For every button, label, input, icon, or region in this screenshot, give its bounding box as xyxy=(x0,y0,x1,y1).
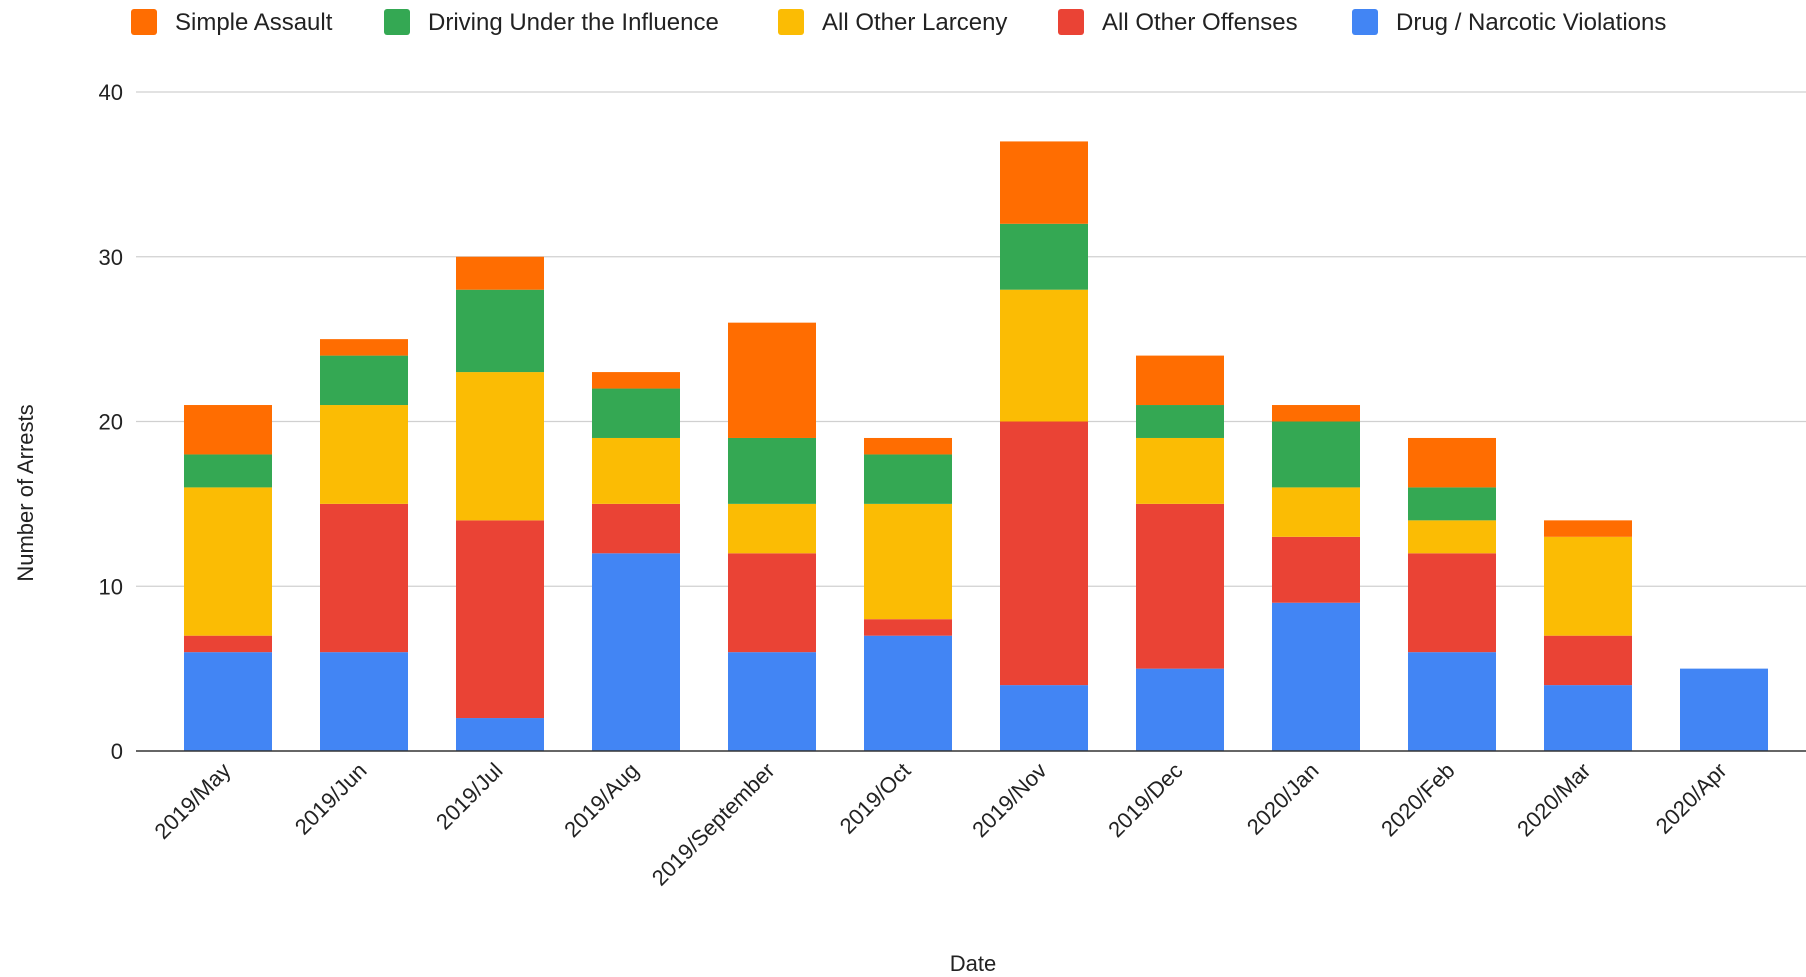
x-axis-title: Date xyxy=(950,951,996,976)
bar-all-other-larceny xyxy=(728,503,816,554)
bar-drug-narcotic-violations xyxy=(1136,668,1224,751)
bar-all-other-offenses xyxy=(1272,536,1360,603)
x-tick-label: 2019/Dec xyxy=(1103,758,1187,842)
bar-simple-assault xyxy=(1272,405,1360,422)
x-tick-label: 2019/May xyxy=(150,758,236,844)
bar-simple-assault xyxy=(592,372,680,389)
bar-simple-assault xyxy=(1000,141,1088,224)
x-tick-label: 2019/Jun xyxy=(290,758,372,840)
legend-label-simple-assault: Simple Assault xyxy=(175,9,333,36)
bar-drug-narcotic-violations xyxy=(728,652,816,751)
bar-drug-narcotic-violations xyxy=(1000,685,1088,751)
bar-all-other-offenses xyxy=(1136,503,1224,669)
bar-simple-assault xyxy=(1408,437,1496,488)
bar-simple-assault xyxy=(864,437,952,455)
bar-driving-under-the-influence xyxy=(1000,223,1088,290)
bar-simple-assault xyxy=(184,405,272,455)
bar-all-other-larceny xyxy=(1136,437,1224,504)
bar-all-other-larceny xyxy=(320,405,408,504)
legend-label-all-other-larceny: All Other Larceny xyxy=(822,9,1007,36)
y-axis-title: Number of Arrests xyxy=(13,404,38,581)
legend-swatch-all-other-offenses xyxy=(1058,9,1084,35)
x-tick-label: 2019/September xyxy=(647,758,780,891)
bar-driving-under-the-influence xyxy=(728,437,816,504)
bar-drug-narcotic-violations xyxy=(592,553,680,751)
bar-all-other-larceny xyxy=(1408,520,1496,554)
bar-all-other-larceny xyxy=(864,503,952,620)
bar-drug-narcotic-violations xyxy=(864,635,952,751)
bar-drug-narcotic-violations xyxy=(1272,602,1360,751)
x-tick-label: 2020/Feb xyxy=(1376,758,1459,841)
bar-all-other-offenses xyxy=(864,619,952,636)
bar-all-other-offenses xyxy=(1000,421,1088,686)
bar-driving-under-the-influence xyxy=(592,388,680,438)
bar-drug-narcotic-violations xyxy=(1680,668,1768,751)
y-tick-label: 40 xyxy=(99,80,123,105)
bar-simple-assault xyxy=(320,339,408,356)
y-tick-label: 30 xyxy=(99,245,123,270)
bar-simple-assault xyxy=(1136,355,1224,406)
bar-all-other-offenses xyxy=(728,553,816,653)
legend-label-all-other-offenses: All Other Offenses xyxy=(1102,9,1298,36)
bar-drug-narcotic-violations xyxy=(184,652,272,751)
y-tick-label: 10 xyxy=(99,574,123,599)
bar-driving-under-the-influence xyxy=(1272,421,1360,488)
y-tick-label: 20 xyxy=(99,410,123,435)
y-axis-ticks: 0 10 20 30 40 xyxy=(99,80,123,764)
bar-simple-assault xyxy=(728,322,816,438)
bar-drug-narcotic-violations xyxy=(456,718,544,751)
legend-swatch-drug-narcotic-violations xyxy=(1352,9,1378,35)
bar-drug-narcotic-violations xyxy=(1544,685,1632,751)
x-tick-label: 2019/Aug xyxy=(559,758,643,842)
bar-all-other-larceny xyxy=(1544,536,1632,636)
legend: Simple Assault Driving Under the Influenc… xyxy=(131,9,1666,36)
bar-driving-under-the-influence xyxy=(1408,487,1496,521)
x-tick-label: 2019/Oct xyxy=(835,758,916,839)
x-tick-label: 2020/Apr xyxy=(1651,758,1732,839)
bar-driving-under-the-influence xyxy=(456,289,544,373)
bar-all-other-offenses xyxy=(456,520,544,719)
y-tick-label: 0 xyxy=(111,739,123,764)
bar-drug-narcotic-violations xyxy=(1408,652,1496,751)
bar-simple-assault xyxy=(1544,520,1632,537)
bar-all-other-offenses xyxy=(592,503,680,554)
x-tick-label: 2020/Jan xyxy=(1242,758,1324,840)
bar-all-other-offenses xyxy=(184,635,272,653)
bar-all-other-larceny xyxy=(592,437,680,504)
bar-driving-under-the-influence xyxy=(320,355,408,406)
legend-swatch-simple-assault xyxy=(131,9,157,35)
x-tick-label: 2020/Mar xyxy=(1512,758,1595,841)
legend-swatch-all-other-larceny xyxy=(778,9,804,35)
gridlines xyxy=(136,91,1806,587)
bar-all-other-offenses xyxy=(1544,635,1632,686)
bar-simple-assault xyxy=(456,256,544,290)
bars xyxy=(184,141,1768,751)
x-axis-ticks: 2019/May 2019/Jun 2019/Jul 2019/Aug 2019/Sep… xyxy=(150,758,1732,891)
legend-swatch-driving-under-the-influence xyxy=(384,9,410,35)
bar-driving-under-the-influence xyxy=(184,454,272,488)
bar-all-other-offenses xyxy=(1408,553,1496,653)
bar-all-other-offenses xyxy=(320,503,408,653)
bar-all-other-larceny xyxy=(184,487,272,636)
legend-label-drug-narcotic-violations: Drug / Narcotic Violations xyxy=(1396,9,1666,36)
bar-driving-under-the-influence xyxy=(1136,405,1224,438)
bar-driving-under-the-influence xyxy=(864,454,952,504)
x-tick-label: 2019/Nov xyxy=(967,758,1051,842)
bar-drug-narcotic-violations xyxy=(320,652,408,751)
bar-all-other-larceny xyxy=(456,372,544,521)
bar-all-other-larceny xyxy=(1000,289,1088,422)
bar-all-other-larceny xyxy=(1272,487,1360,537)
legend-label-driving-under-the-influence: Driving Under the Influence xyxy=(428,9,719,36)
x-tick-label: 2019/Jul xyxy=(431,758,508,835)
